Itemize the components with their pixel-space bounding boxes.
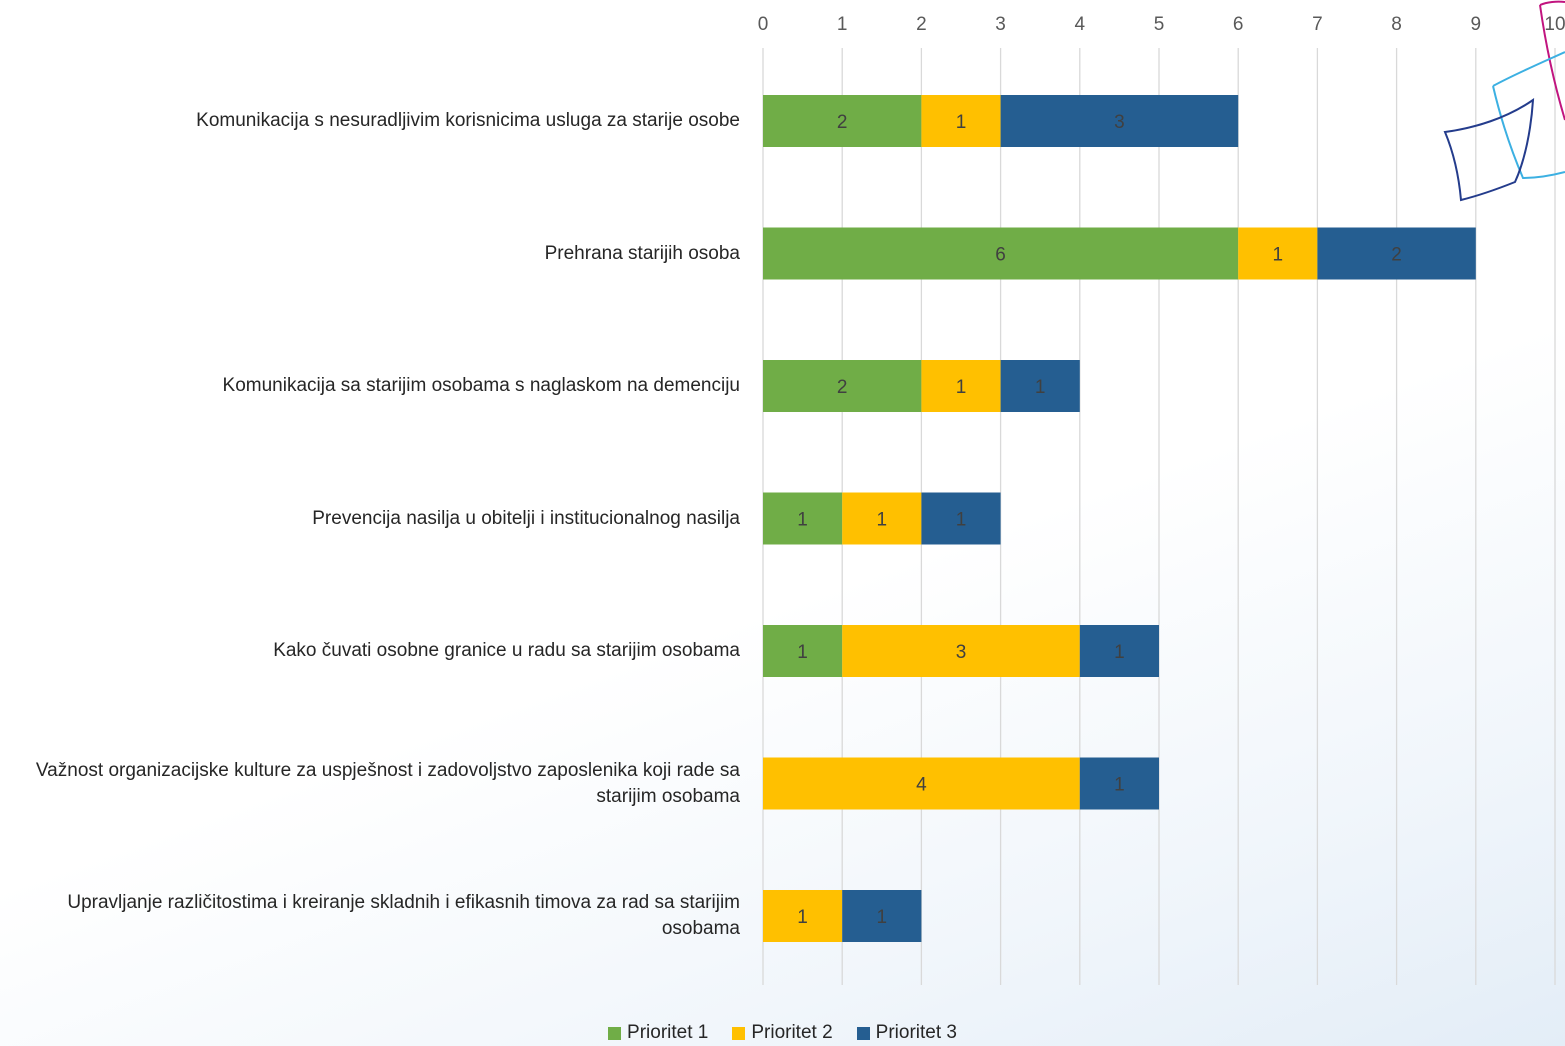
- bar-segment-p3: [1317, 227, 1476, 280]
- abstract-outline-logo-icon: [1443, 0, 1565, 202]
- bar-segment-p2: [842, 625, 1080, 677]
- gridlines: [762, 48, 1556, 985]
- bar-segment-p3: [1000, 360, 1080, 412]
- x-tick-label: 7: [1312, 14, 1323, 35]
- bar-segment-p3: [1000, 95, 1239, 147]
- bar-segment-p1: [763, 360, 922, 412]
- legend-item-1: Prioritet 1: [608, 1022, 708, 1044]
- category-label: Prevencija nasilja u obitelji i instituc…: [312, 507, 740, 529]
- bar-segment-p1: [763, 227, 1239, 280]
- bar-data-label: 1: [956, 112, 967, 133]
- bar-segment-p2: [763, 890, 843, 942]
- bar-data-label: 3: [956, 642, 967, 663]
- category-label: Važnost organizacijske kulture za uspješ…: [35, 759, 740, 807]
- x-tick-label: 1: [837, 14, 848, 35]
- x-tick-label: 2: [916, 14, 927, 35]
- x-tick-label: 4: [1075, 14, 1086, 35]
- legend-swatch-3: [856, 1026, 870, 1040]
- bar-segment-p2: [763, 757, 1080, 810]
- x-tick-label: 10: [1544, 14, 1565, 35]
- legend-item-3: Prioritet 3: [856, 1022, 957, 1044]
- bar-data-label: 1: [1114, 775, 1125, 796]
- bar-data-label: 1: [956, 377, 967, 398]
- bar-segment-p2: [921, 360, 1001, 412]
- bar-data-label: 1: [1114, 642, 1125, 663]
- bar-data-label: 1: [797, 907, 808, 928]
- bar-data-label: 2: [837, 112, 848, 133]
- bar-data-label: 2: [1391, 245, 1402, 266]
- bar-segment-p1: [763, 95, 922, 147]
- bar-data-label: 1: [877, 510, 888, 531]
- legend-swatch-2: [732, 1026, 746, 1040]
- bar-data-label: 1: [797, 510, 808, 531]
- bar-data-label: 1: [877, 907, 888, 928]
- category-label: Komunikacija s nesuradljivim korisnicima…: [196, 110, 740, 131]
- legend-swatch-1: [608, 1026, 622, 1040]
- bar-segment-p1: [763, 492, 843, 545]
- bar-series: 2 1 3 6 1 2 2 1 1 1 1 1 1 3 1 4 1 1 1: [763, 95, 1476, 942]
- x-tick-label: 5: [1154, 14, 1165, 35]
- legend: Prioritet 1 Prioritet 2 Prioritet 3: [0, 1022, 1565, 1044]
- x-tick-label: 8: [1391, 14, 1402, 35]
- legend-label-2: Prioritet 2: [751, 1022, 833, 1043]
- x-tick-label: 6: [1233, 14, 1244, 35]
- legend-label-1: Prioritet 1: [627, 1022, 709, 1043]
- bar-data-label: 6: [995, 245, 1006, 266]
- bar-segment-p3: [842, 890, 922, 942]
- bar-segment-p1: [763, 625, 843, 677]
- bar-segment-p2: [921, 95, 1001, 147]
- bar-data-label: 1: [797, 642, 808, 663]
- bar-data-label: 1: [1273, 245, 1284, 266]
- bar-segment-p3: [1079, 625, 1159, 677]
- bar-segment-p2: [1238, 227, 1318, 280]
- x-tick-label: 0: [758, 14, 769, 35]
- bar-segment-p3: [921, 492, 1001, 545]
- x-axis-ticks: 0 1 2 3 4 5 6 7 8 9 10: [758, 14, 1565, 35]
- x-tick-label: 9: [1471, 14, 1482, 35]
- category-label: Prehrana starijih osoba: [544, 242, 740, 264]
- bar-data-label: 1: [1035, 377, 1046, 398]
- bar-data-label: 3: [1114, 112, 1125, 133]
- category-label: Komunikacija sa starijim osobama s nagla…: [222, 375, 740, 396]
- bar-data-label: 1: [956, 510, 967, 531]
- category-label: Kako čuvati osobne granice u radu sa sta…: [273, 640, 740, 661]
- bar-segment-p3: [1079, 757, 1159, 810]
- legend-item-2: Prioritet 2: [732, 1022, 833, 1044]
- x-tick-label: 3: [995, 14, 1006, 35]
- bar-data-label: 2: [837, 377, 848, 398]
- bar-data-label: 4: [916, 775, 927, 796]
- legend-label-3: Prioritet 3: [875, 1022, 957, 1043]
- category-label: Upravljanje različitostima i kreiranje s…: [67, 892, 740, 939]
- bar-segment-p2: [842, 492, 922, 545]
